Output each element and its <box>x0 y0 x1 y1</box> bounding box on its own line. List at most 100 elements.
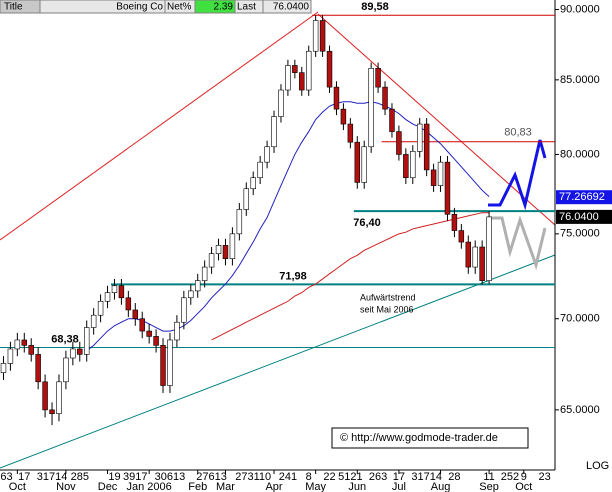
candle-body <box>416 123 423 152</box>
header-cell <box>262 0 312 14</box>
candle-body <box>97 300 104 316</box>
candle-body <box>458 230 465 243</box>
candle-body <box>250 177 256 190</box>
candle-body <box>486 216 492 281</box>
y-tick-label: 70.0000 <box>560 313 600 325</box>
header-text: Boeing Co <box>116 2 163 13</box>
x-day-label: 30613 <box>155 471 186 483</box>
header-text: Title <box>4 2 23 13</box>
x-day-label: 23 <box>538 471 550 483</box>
candle-body <box>181 297 187 323</box>
candle-body <box>118 285 125 299</box>
x-day-label: 263 <box>369 471 387 483</box>
candle-body <box>444 161 451 215</box>
candle-body <box>83 327 90 355</box>
price-marker <box>556 209 612 224</box>
y-tick-label: 90.0000 <box>560 3 600 15</box>
candle-body <box>28 345 34 355</box>
candle-body <box>292 65 298 73</box>
candle-body <box>236 209 243 235</box>
candle-body <box>319 20 326 52</box>
x-day-label: 17 <box>393 471 405 483</box>
candle-body <box>21 339 28 346</box>
x-day-label: 27613 <box>196 471 227 483</box>
x-tick-label: Aug <box>431 481 451 492</box>
candle-body <box>56 381 62 414</box>
x-tick-label: Jul <box>392 481 406 492</box>
candle-body <box>382 86 388 110</box>
x-day-label: 273110 <box>235 471 271 483</box>
x-tick-label: Oct <box>515 481 532 492</box>
candle-body <box>153 336 159 346</box>
candle-body <box>222 245 229 259</box>
candle-body <box>326 50 333 88</box>
level-label: 68,38 <box>51 333 79 345</box>
projection <box>488 139 547 211</box>
level-label: 71,98 <box>279 270 307 282</box>
moving-average <box>211 212 490 341</box>
candle-body <box>167 339 173 386</box>
x-day-label: 241 <box>279 471 297 483</box>
candle-body <box>437 161 444 186</box>
candle-body <box>299 72 305 91</box>
candle-body <box>14 339 21 350</box>
candle-body <box>389 108 395 132</box>
candle-body <box>132 309 139 320</box>
candle-body <box>0 363 7 373</box>
x-day-label: 263 <box>0 471 13 483</box>
scale-label: LOG <box>586 460 609 472</box>
candle-body <box>77 348 83 355</box>
x-day-label: 5121 <box>338 471 362 483</box>
y-tick-label: 65.0000 <box>560 404 600 416</box>
candle-body <box>90 314 97 328</box>
trendline <box>0 254 556 469</box>
candle-body <box>271 116 277 148</box>
candle-body <box>243 188 250 210</box>
y-tick-label: 80.0000 <box>560 148 600 160</box>
candle-body <box>160 345 166 386</box>
candle-body <box>375 68 381 88</box>
candle-body <box>340 108 347 125</box>
candle-body <box>215 245 222 254</box>
x-tick-label: Mar <box>216 481 235 492</box>
candle-body <box>42 381 48 411</box>
x-tick-label: Dec <box>98 481 118 492</box>
candle-body <box>188 290 194 299</box>
candle-body <box>70 348 76 359</box>
candle-body <box>479 246 485 281</box>
candle-body <box>201 266 208 281</box>
x-day-label: 11 <box>483 471 494 483</box>
x-day-label: 8 <box>306 471 312 483</box>
candle-body <box>139 318 145 332</box>
candle-body <box>361 146 367 183</box>
price-marker <box>556 190 612 205</box>
x-tick-label: Nov <box>56 481 76 492</box>
x-tick-label: Jan 2006 <box>127 481 172 492</box>
level-label: 80,83 <box>504 127 532 139</box>
header-text: Net% <box>167 2 192 13</box>
candle-body <box>403 154 409 179</box>
candle-body <box>410 151 416 179</box>
candle-body <box>430 169 437 186</box>
candle-body <box>49 409 55 414</box>
candle-body <box>111 285 118 293</box>
annotation: seit Mai 2006 <box>360 304 414 314</box>
candle-body <box>396 131 402 155</box>
x-day-label: 19 <box>108 471 120 483</box>
price-marker-label: 76.0400 <box>559 211 599 223</box>
trendline <box>317 13 556 226</box>
x-day-label: 17 <box>18 471 30 483</box>
x-tick-label: Jun <box>348 481 366 492</box>
price-marker-label: 77.26692 <box>559 191 605 203</box>
candle-body <box>63 357 69 383</box>
candle-body <box>174 321 180 341</box>
candle-body <box>104 292 111 302</box>
candle-body <box>354 141 361 183</box>
candle-body <box>278 89 284 117</box>
candle-body <box>312 20 319 52</box>
x-tick-label: May <box>305 481 326 492</box>
y-tick-label: 85.0000 <box>560 74 600 86</box>
candle-body <box>208 253 215 268</box>
candle-body <box>451 214 458 231</box>
candle-body <box>285 65 291 91</box>
